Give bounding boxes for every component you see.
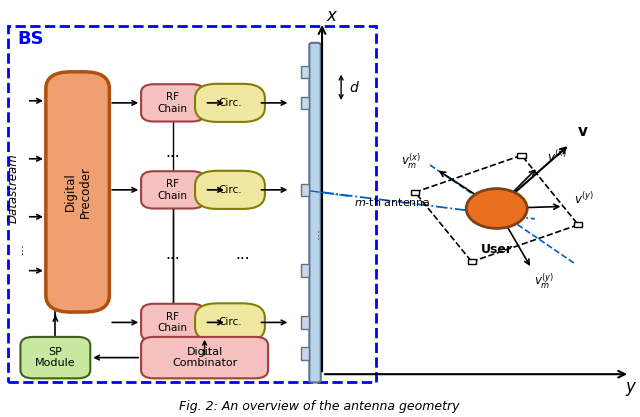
Text: RF
Chain: RF Chain <box>158 179 188 201</box>
FancyBboxPatch shape <box>195 84 265 122</box>
Text: User: User <box>481 244 513 256</box>
Text: $\mathbf{v}$: $\mathbf{v}$ <box>577 124 588 139</box>
Text: BS: BS <box>17 30 44 48</box>
FancyBboxPatch shape <box>141 337 268 378</box>
Text: $d$: $d$ <box>349 80 360 95</box>
Text: $y$: $y$ <box>625 380 637 398</box>
Text: RF
Chain: RF Chain <box>158 311 188 333</box>
Text: ...: ... <box>166 246 180 261</box>
Text: Digital
Combinator: Digital Combinator <box>172 347 237 369</box>
FancyBboxPatch shape <box>301 264 309 277</box>
Polygon shape <box>518 153 525 158</box>
Text: Circ.: Circ. <box>218 317 242 327</box>
Text: ...: ... <box>166 145 180 160</box>
FancyBboxPatch shape <box>46 72 109 312</box>
FancyBboxPatch shape <box>141 171 205 208</box>
Polygon shape <box>411 190 419 195</box>
Text: ...: ... <box>308 227 321 239</box>
Text: Digital
Precoder: Digital Precoder <box>63 166 92 218</box>
FancyBboxPatch shape <box>195 303 265 342</box>
Text: $x$: $x$ <box>326 7 339 25</box>
Text: $v^{(x)}$: $v^{(x)}$ <box>547 149 567 165</box>
FancyBboxPatch shape <box>309 43 321 382</box>
Text: ...: ... <box>236 246 250 261</box>
Text: $v_m^{(x)}$: $v_m^{(x)}$ <box>401 151 421 171</box>
Text: ...: ... <box>198 345 211 358</box>
Text: Circ.: Circ. <box>218 98 242 108</box>
FancyBboxPatch shape <box>141 304 205 341</box>
Text: $v^{(y)}$: $v^{(y)}$ <box>574 191 595 207</box>
FancyBboxPatch shape <box>301 65 309 78</box>
Polygon shape <box>468 259 476 264</box>
Circle shape <box>466 188 527 229</box>
FancyBboxPatch shape <box>141 84 205 121</box>
Text: $m$-th antenna: $m$-th antenna <box>306 190 431 208</box>
FancyBboxPatch shape <box>301 97 309 109</box>
Text: $v_m^{(y)}$: $v_m^{(y)}$ <box>534 271 554 291</box>
FancyBboxPatch shape <box>301 347 309 360</box>
FancyBboxPatch shape <box>301 316 309 329</box>
FancyBboxPatch shape <box>20 337 90 378</box>
FancyBboxPatch shape <box>301 183 309 196</box>
Text: Circ.: Circ. <box>218 185 242 195</box>
Text: Fig. 2: An overview of the antenna geometry: Fig. 2: An overview of the antenna geome… <box>179 400 459 413</box>
Text: SP
Module: SP Module <box>35 347 76 369</box>
Text: ...: ... <box>13 242 26 254</box>
Polygon shape <box>574 222 582 227</box>
Text: RF
Chain: RF Chain <box>158 92 188 114</box>
FancyBboxPatch shape <box>195 171 265 209</box>
Text: Datastream: Datastream <box>6 153 19 223</box>
